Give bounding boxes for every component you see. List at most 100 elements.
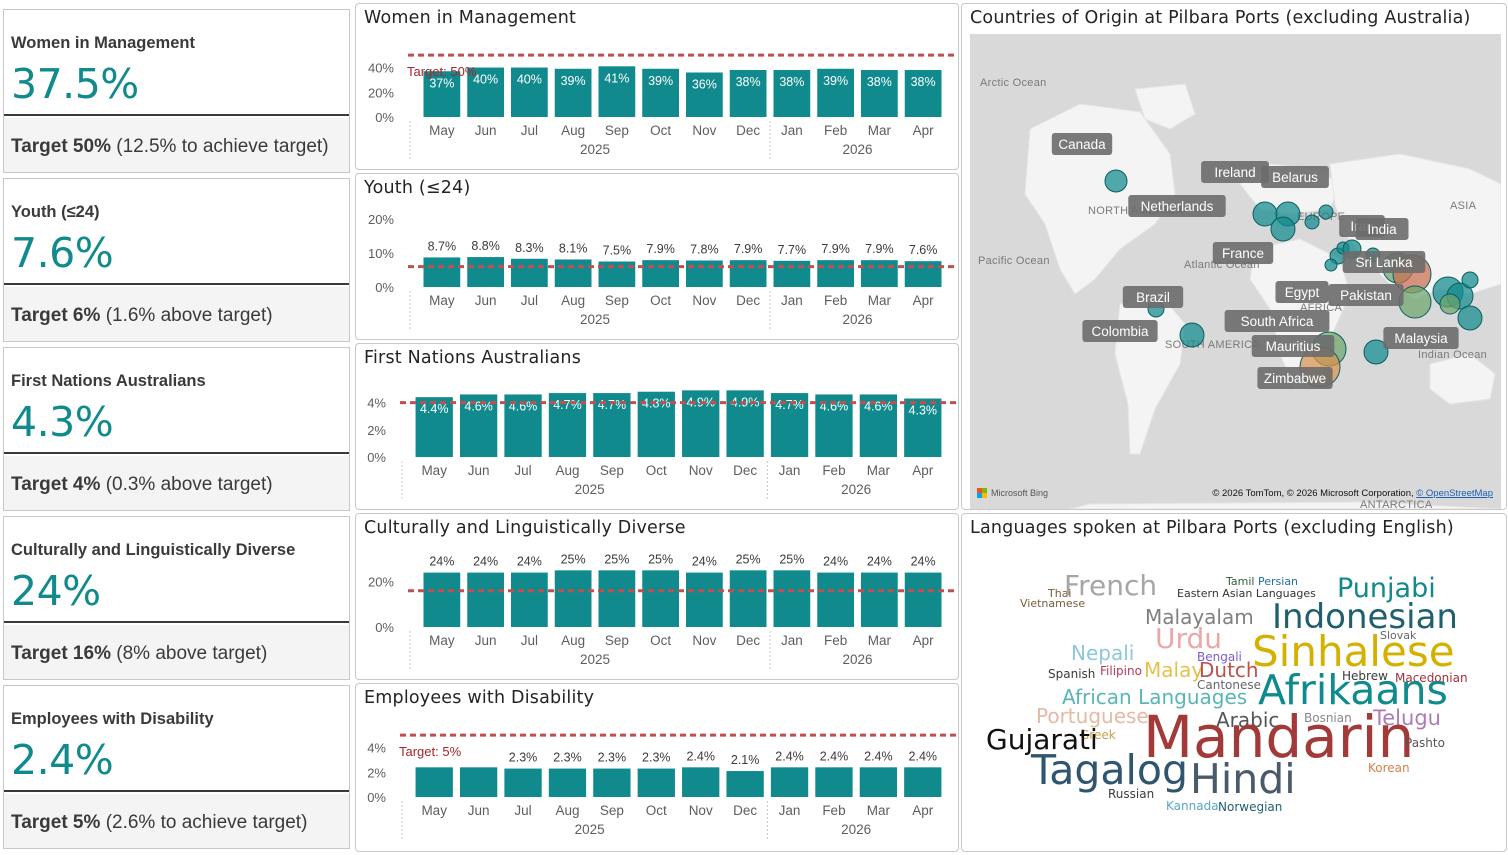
word-item[interactable]: Urdu [1155,622,1223,655]
country-label-text: Canada [1058,137,1106,152]
kpi-note: (0.3% above target) [105,474,273,495]
data-label: 4.7% [775,398,804,412]
word-item[interactable]: Pashto [1405,736,1445,750]
region-label: ASIA [1450,200,1477,212]
word-item[interactable]: Mandarin [1143,703,1415,771]
chart-women-in-management[interactable]: Women in Management 0% 20% 40% 37% May 40% Jun… [355,3,959,170]
bar [504,768,542,797]
x-tick-label: Jul [521,123,538,138]
bar [815,767,853,797]
chart-youth[interactable]: Youth (≤24) 0% 10% 20% 8.7% May 8.8% Jun 8.3% Ju… [355,173,959,340]
word-item[interactable]: Spanish [1048,667,1096,681]
x-tick-label: Nov [689,463,713,478]
x-tick-label: Aug [555,803,579,818]
bing-logo: Microsoft Bing [977,488,1048,498]
data-label: 7.8% [690,242,719,256]
word-item[interactable]: Tagalog [1031,746,1189,794]
data-label: 7.9% [865,242,894,256]
country-label: Egypt [1275,281,1329,303]
word-item[interactable]: Norwegian [1218,800,1283,814]
data-label: 25% [648,552,673,566]
word-item[interactable]: Nepali [1071,641,1135,665]
data-label: 24% [692,555,717,569]
country-label-bg [1257,367,1333,389]
kpi-card-disability: Employees with Disability 2.4% Target 5% … [3,685,350,849]
kpi-card-cald: Culturally and Linguistically Diverse 24%… [3,516,350,680]
wordcloud-panel[interactable]: Languages spoken at Pilbara Ports (exclu… [961,513,1507,852]
word-item[interactable]: Kannada [1166,799,1219,813]
x-tick-label: Oct [646,463,667,478]
country-label-bg [1122,286,1184,308]
y-tick-label: 10% [368,246,394,261]
x-tick-label: Feb [824,123,847,138]
x-tick-label: Mar [868,293,892,308]
word-item[interactable]: Punjabi [1337,573,1436,604]
y-tick-label: 4% [367,396,386,411]
word-item[interactable]: Hebrew [1342,669,1388,683]
word-item[interactable]: African Languages [1062,685,1248,709]
country-label-bg [1051,133,1113,155]
word-item[interactable]: Eastern Asian Languages [1177,587,1316,600]
country-bubble [1318,204,1334,220]
country-label-text: Brazil [1136,290,1170,305]
bar [423,71,461,117]
x-tick-label: Mar [868,123,892,138]
chart-cald[interactable]: Culturally and Linguistically Diverse 0%… [355,513,959,680]
word-item[interactable]: Macedonian [1395,671,1468,685]
word-item[interactable]: Dutch [1199,658,1259,682]
chart-disability[interactable]: Employees with Disability 0% 2% 4% May Jun 2.… [355,683,959,852]
map-panel[interactable]: Countries of Origin at Pilbara Ports (ex… [961,3,1507,510]
bar [467,572,504,627]
data-label: 24% [517,555,542,569]
word-item[interactable]: Cantonese [1197,678,1262,692]
x-tick-label: Sep [605,123,629,138]
word-item[interactable]: Russian [1108,787,1155,801]
word-item[interactable]: Filipino [1100,664,1142,678]
data-label: 24% [429,555,454,569]
kpi-target: Target 16% [11,643,111,664]
x-tick-label: Feb [822,463,845,478]
x-tick-label: Jan [781,293,803,308]
word-item[interactable]: Tamil [1226,575,1255,588]
country-label: France [1212,242,1274,264]
kpi-title: Culturally and Linguistically Diverse [11,541,296,559]
kpi-note: (12.5% to achieve target) [116,136,329,157]
x-tick-label: May [429,293,455,308]
word-item[interactable]: Greek [1080,728,1116,742]
y-tick-label: 0% [367,450,386,465]
word-item[interactable]: Arabic [1216,708,1280,732]
bar [817,260,854,287]
kpi-note: (1.6% above target) [105,305,273,326]
kpi-title: Women in Management [11,34,195,52]
word-item[interactable]: Sinhalese [1252,627,1455,676]
word-item[interactable]: Malay [1144,658,1204,682]
y-tick-label: 0% [367,790,386,805]
word-item[interactable]: Indonesian [1272,597,1458,637]
x-tick-label: Nov [692,633,716,648]
year-label: 2026 [842,312,872,327]
word-item[interactable]: Gujarati [986,723,1098,756]
word-item[interactable]: Telugu [1373,706,1441,730]
word-item[interactable]: Thai [1048,587,1072,600]
chart-first-nations[interactable]: First Nations Australians 0% 2% 4% 4.4% May 4… [355,343,959,510]
x-tick-label: Sep [600,463,624,478]
x-tick-label: Jan [781,123,803,138]
word-item[interactable]: Vietnamese [1020,597,1086,610]
word-item[interactable]: Bengali [1197,650,1242,664]
word-item[interactable]: French [1064,569,1158,602]
word-item[interactable]: Afrikaans [1258,666,1448,714]
word-item[interactable]: Portuguese [1036,704,1149,728]
kpi-title: First Nations Australians [11,372,206,390]
word-item[interactable]: Korean [1368,761,1410,775]
country-bubble [1439,293,1461,315]
chart-title: Youth (≤24) [364,178,471,198]
word-item[interactable]: Malayalam [1145,605,1254,629]
word-item[interactable]: Slovak [1380,629,1417,642]
word-item[interactable]: Bosnian [1304,711,1352,725]
word-item[interactable]: Hindi [1190,755,1296,803]
osm-link[interactable]: © OpenStreetMap [1416,488,1493,499]
word-item[interactable]: Persian [1258,575,1299,588]
country-label: Sri Lanka [1342,251,1426,273]
data-label: 2.4% [909,749,938,763]
